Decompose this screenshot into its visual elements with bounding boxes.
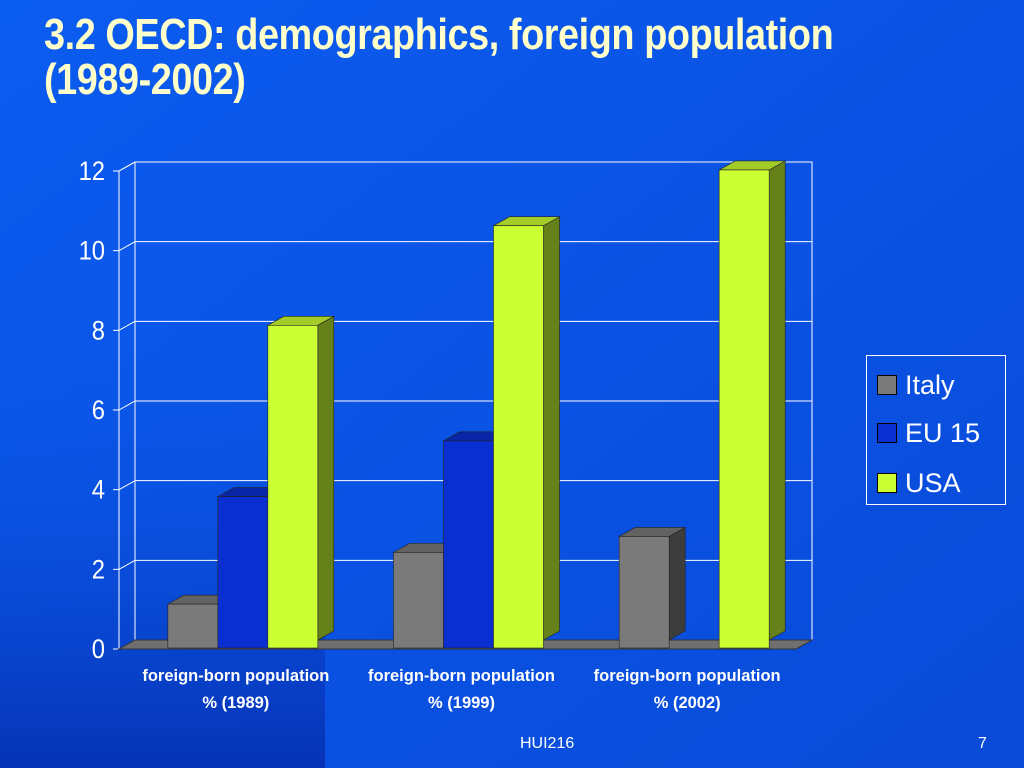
slide-title: 3.2 OECD: demographics, foreign populati… bbox=[44, 10, 834, 104]
x-category-label: % (2002) bbox=[654, 694, 721, 712]
gridline-side bbox=[118, 480, 136, 491]
legend-label-italy: Italy bbox=[905, 370, 955, 400]
bar-front-face bbox=[718, 169, 770, 649]
legend-swatch-eu15 bbox=[877, 423, 897, 443]
bar-front-face bbox=[493, 225, 544, 649]
bar-front-face bbox=[267, 325, 319, 649]
footer-text: HUI216 bbox=[520, 735, 575, 752]
x-category-label: % (1999) bbox=[428, 694, 495, 712]
legend-swatch-italy bbox=[877, 375, 897, 395]
title-line-2: (1989-2002) bbox=[44, 55, 246, 104]
legend-label-usa: USA bbox=[905, 468, 961, 498]
y-tick-label: 8 bbox=[92, 316, 105, 346]
y-tick-label: 10 bbox=[79, 236, 105, 266]
x-category-label: % (1989) bbox=[202, 694, 269, 712]
y-tick-label: 4 bbox=[92, 475, 105, 505]
bar-side-face bbox=[317, 315, 335, 641]
bar-front-face bbox=[443, 440, 494, 649]
bar-side-face bbox=[543, 216, 560, 641]
gridline-side bbox=[118, 559, 136, 570]
x-category-label: foreign-born population bbox=[368, 667, 555, 685]
bar-front-face bbox=[393, 552, 444, 649]
legend-swatch-usa bbox=[877, 473, 897, 493]
gridline-side bbox=[118, 241, 136, 252]
title-line-1: 3.2 OECD: demographics, foreign populati… bbox=[44, 10, 834, 59]
bar-side-face bbox=[668, 526, 686, 641]
legend-item-eu15: EU 15 bbox=[877, 418, 980, 448]
bar-usa-2 bbox=[718, 160, 787, 649]
chart-legend: Italy EU 15 USA bbox=[866, 355, 1006, 505]
y-tick-label: 0 bbox=[92, 635, 105, 665]
gridline-side bbox=[118, 400, 136, 411]
bar-front-face bbox=[167, 603, 219, 649]
y-tick-label: 6 bbox=[92, 396, 105, 426]
x-category-label: foreign-born population bbox=[142, 667, 329, 685]
y-tick-label: 12 bbox=[79, 157, 105, 187]
bar-usa-1 bbox=[492, 216, 561, 649]
y-tick-label: 2 bbox=[92, 555, 105, 585]
bar-front-face bbox=[618, 536, 670, 649]
gridline-side bbox=[118, 161, 136, 172]
bar-side-face bbox=[768, 160, 786, 641]
bar-italy-2 bbox=[618, 526, 687, 649]
bar-front-face bbox=[217, 496, 269, 649]
bar-usa-0 bbox=[266, 315, 335, 649]
gridline-side bbox=[118, 320, 136, 331]
legend-label-eu15: EU 15 bbox=[905, 418, 981, 448]
page-number: 7 bbox=[978, 735, 987, 752]
legend-item-italy: Italy bbox=[877, 370, 955, 400]
x-category-label: foreign-born population bbox=[594, 667, 781, 685]
legend-item-usa: USA bbox=[877, 468, 961, 498]
